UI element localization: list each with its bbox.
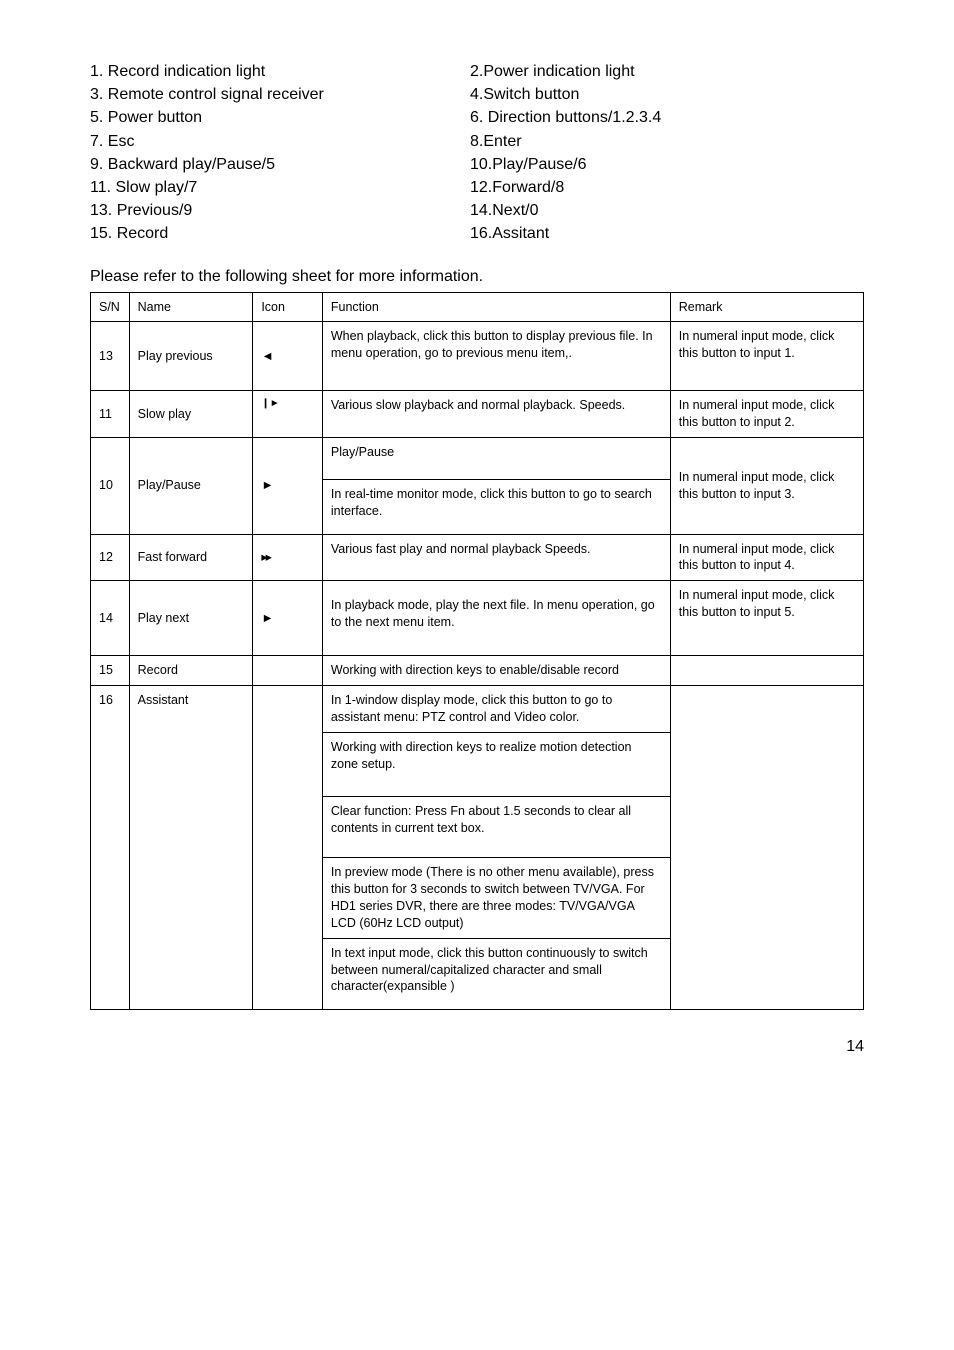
legend-left: 13. Previous/9 (90, 199, 470, 222)
cell-name: Record (129, 656, 253, 686)
legend-left: 15. Record (90, 222, 470, 245)
cell-remark: In numeral input mode, click this button… (670, 581, 863, 656)
legend-row: 7. Esc 8.Enter (90, 130, 864, 153)
col-remark: Remark (670, 292, 863, 322)
legend-row: 1. Record indication light 2.Power indic… (90, 60, 864, 83)
cell-sn: 12 (91, 534, 130, 581)
col-sn: S/N (91, 292, 130, 322)
cell-func: Working with direction keys to realize m… (322, 732, 670, 797)
cell-sn: 11 (91, 391, 130, 438)
legend-right: 2.Power indication light (470, 60, 864, 83)
legend-row: 15. Record 16.Assitant (90, 222, 864, 245)
cell-func: Various fast play and normal playback Sp… (322, 534, 670, 581)
cell-func: In playback mode, play the next file. In… (322, 581, 670, 656)
cell-remark (670, 685, 863, 1009)
cell-remark: In numeral input mode, click this button… (670, 391, 863, 438)
table-row: 14 Play next ► In playback mode, play th… (91, 581, 864, 656)
page-number: 14 (90, 1038, 864, 1056)
col-func: Function (322, 292, 670, 322)
cell-func: Working with direction keys to enable/di… (322, 656, 670, 686)
cell-func: In preview mode (There is no other menu … (322, 858, 670, 939)
cell-sn: 16 (91, 685, 130, 1009)
legend-right: 14.Next/0 (470, 199, 864, 222)
next-icon: ► (253, 581, 323, 656)
reference-table: S/N Name Icon Function Remark 13 Play pr… (90, 292, 864, 1011)
cell-func: In real-time monitor mode, click this bu… (322, 479, 670, 534)
legend-row: 11. Slow play/7 12.Forward/8 (90, 176, 864, 199)
cell-sn: 15 (91, 656, 130, 686)
legend-left: 5. Power button (90, 106, 470, 129)
table-row: 11 Slow play ❙► Various slow playback an… (91, 391, 864, 438)
legend-row: 5. Power button 6. Direction buttons/1.2… (90, 106, 864, 129)
cell-func: When playback, click this button to disp… (322, 322, 670, 391)
cell-func: In text input mode, click this button co… (322, 938, 670, 1010)
table-row: 12 Fast forward ▸▸ Various fast play and… (91, 534, 864, 581)
cell-name: Assistant (129, 685, 253, 1009)
cell-name: Slow play (129, 391, 253, 438)
table-row: 13 Play previous ◄ When playback, click … (91, 322, 864, 391)
cell-remark: In numeral input mode, click this button… (670, 322, 863, 391)
cell-name: Play/Pause (129, 437, 253, 534)
table-row: 15 Record Working with direction keys to… (91, 656, 864, 686)
sheet-caption: Please refer to the following sheet for … (90, 268, 864, 286)
legend-list: 1. Record indication light 2.Power indic… (90, 60, 864, 246)
table-header-row: S/N Name Icon Function Remark (91, 292, 864, 322)
cell-remark: In numeral input mode, click this button… (670, 534, 863, 581)
legend-left: 9. Backward play/Pause/5 (90, 153, 470, 176)
fast-forward-icon: ▸▸ (253, 534, 323, 581)
cell-name: Play next (129, 581, 253, 656)
cell-sn: 10 (91, 437, 130, 534)
cell-name: Fast forward (129, 534, 253, 581)
table-row: 10 Play/Pause ► Play/Pause In numeral in… (91, 437, 864, 479)
cell-name: Play previous (129, 322, 253, 391)
legend-left: 1. Record indication light (90, 60, 470, 83)
legend-right: 16.Assitant (470, 222, 864, 245)
legend-right: 10.Play/Pause/6 (470, 153, 864, 176)
cell-func: In 1-window display mode, click this but… (322, 685, 670, 732)
cell-func: Clear function: Press Fn about 1.5 secon… (322, 797, 670, 858)
legend-left: 11. Slow play/7 (90, 176, 470, 199)
legend-right: 8.Enter (470, 130, 864, 153)
cell-remark: In numeral input mode, click this button… (670, 437, 863, 534)
legend-right: 12.Forward/8 (470, 176, 864, 199)
legend-row: 3. Remote control signal receiver 4.Swit… (90, 83, 864, 106)
cell-icon (253, 685, 323, 1009)
cell-icon (253, 656, 323, 686)
cell-sn: 14 (91, 581, 130, 656)
cell-func: Various slow playback and normal playbac… (322, 391, 670, 438)
col-name: Name (129, 292, 253, 322)
legend-row: 13. Previous/9 14.Next/0 (90, 199, 864, 222)
legend-left: 7. Esc (90, 130, 470, 153)
col-icon: Icon (253, 292, 323, 322)
legend-left: 3. Remote control signal receiver (90, 83, 470, 106)
slow-play-icon: ❙► (253, 391, 323, 438)
table-row: 16 Assistant In 1-window display mode, c… (91, 685, 864, 732)
prev-icon: ◄ (253, 322, 323, 391)
cell-sn: 13 (91, 322, 130, 391)
legend-right: 4.Switch button (470, 83, 864, 106)
play-icon: ► (253, 437, 323, 534)
cell-remark (670, 656, 863, 686)
cell-func: Play/Pause (322, 437, 670, 479)
legend-row: 9. Backward play/Pause/5 10.Play/Pause/6 (90, 153, 864, 176)
legend-right: 6. Direction buttons/1.2.3.4 (470, 106, 864, 129)
